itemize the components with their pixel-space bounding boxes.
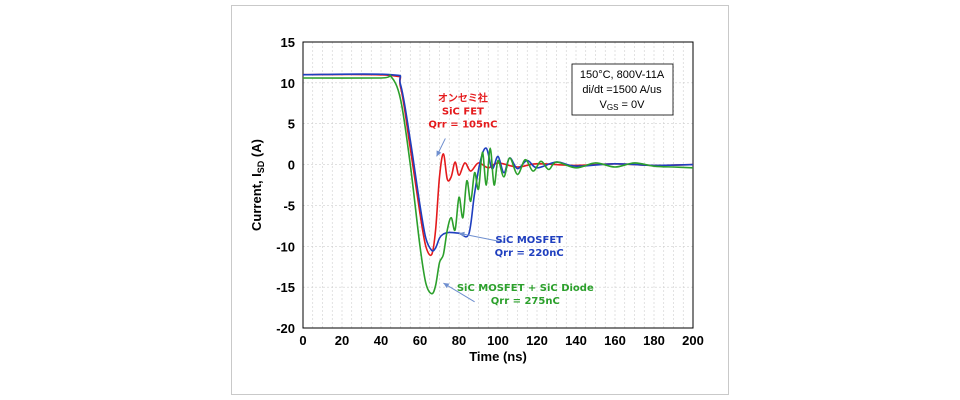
annotation-text: オンセミ社 xyxy=(438,92,488,105)
conditions-line-1: 150°C, 800V-11A xyxy=(580,69,665,81)
x-tick-label: 0 xyxy=(299,333,306,348)
conditions-box: 150°C, 800V-11A di/dt =1500 A/us VGS = 0… xyxy=(571,63,674,116)
chart: 0 20 40 60 80 100 120 140 160 180 200 15 10 5 0 -5 -10 -1… xyxy=(249,35,704,364)
y-tick-label: 5 xyxy=(288,117,295,132)
y-axis-label-subscript: SD xyxy=(256,160,266,173)
x-tick-label: 200 xyxy=(682,333,704,348)
series-line-3 xyxy=(302,74,694,295)
annotation-2: SiC MOSFET Qrr = 220nC xyxy=(458,231,564,259)
annotation-text: SiC MOSFET xyxy=(495,235,563,246)
conditions-line-3: VGS = 0V xyxy=(600,99,646,112)
annotation-1: オンセミ社 SiC FET Qrr = 105nC xyxy=(428,92,497,157)
y-tick-label: -15 xyxy=(276,280,295,295)
y-tick-label: -10 xyxy=(276,239,295,254)
y-tick-label: 0 xyxy=(288,158,295,173)
annotations: オンセミ社 SiC FET Qrr = 105nC SiC MOSFET Qrr = 2… xyxy=(428,92,594,308)
vgs-value: = 0V xyxy=(618,99,645,111)
y-axis-label-unit: (A) xyxy=(249,139,264,161)
annotation-text: Qrr = 275nC xyxy=(491,296,560,307)
annotation-text: SiC MOSFET + SiC Diode xyxy=(457,283,594,294)
annotation-arrowhead xyxy=(443,283,450,289)
conditions-line-2: di/dt =1500 A/us xyxy=(582,84,662,96)
annotation-arrowhead xyxy=(436,150,442,157)
annotation-arrowhead xyxy=(459,231,465,237)
series-layer xyxy=(302,73,694,295)
x-tick-label: 160 xyxy=(604,333,626,348)
annotation-arrow xyxy=(458,232,504,243)
series-line-1 xyxy=(302,73,694,257)
vgs-symbol: V xyxy=(600,99,608,111)
x-tick-label: 60 xyxy=(413,333,427,348)
x-tick-label: 120 xyxy=(526,333,548,348)
annotation-arrow xyxy=(443,282,475,303)
x-tick-label: 180 xyxy=(643,333,665,348)
y-tick-label: 15 xyxy=(281,35,295,50)
x-tick-label: 20 xyxy=(335,333,349,348)
conditions-box-frame xyxy=(571,63,674,116)
x-tick-label: 80 xyxy=(452,333,466,348)
plot-area xyxy=(302,41,694,329)
annotation-text: Qrr = 220nC xyxy=(495,248,564,259)
tick-labels: 0 20 40 60 80 100 120 140 160 180 200 15 10 5 0 -5 -10 -1… xyxy=(276,35,704,348)
y-tick-label: -20 xyxy=(276,321,295,336)
y-tick-label: -5 xyxy=(283,198,295,213)
annotation-3: SiC MOSFET + SiC Diode Qrr = 275nC xyxy=(443,282,594,307)
x-tick-label: 40 xyxy=(374,333,388,348)
x-axis-label: Time (ns) xyxy=(469,349,527,364)
y-tick-label: 10 xyxy=(281,76,295,91)
vgs-subscript: GS xyxy=(607,103,619,112)
y-axis-label-main: Current, I xyxy=(249,173,264,231)
annotation-text: Qrr = 105nC xyxy=(428,120,497,131)
x-tick-label: 140 xyxy=(565,333,587,348)
y-axis-label: Current, ISD (A) xyxy=(249,139,266,231)
annotation-text: SiC FET xyxy=(442,107,484,118)
x-tick-label: 100 xyxy=(487,333,509,348)
